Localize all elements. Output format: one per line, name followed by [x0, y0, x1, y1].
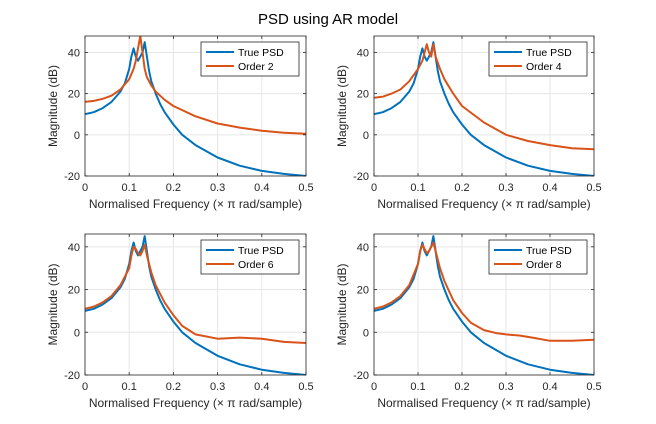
y-axis-label: Magnitude (dB): [335, 65, 349, 147]
y-tick-label: 40: [357, 47, 369, 59]
legend-label: Order 4: [526, 61, 562, 73]
y-tick-label: -20: [64, 370, 80, 382]
y-tick-label: -20: [353, 171, 369, 183]
x-tick-label: 0.4: [254, 182, 269, 194]
x-tick-label: 0.2: [166, 381, 181, 393]
series-line-order-2: [85, 36, 306, 135]
x-tick-label: 0.3: [210, 381, 225, 393]
x-tick-label: 0.1: [410, 182, 425, 194]
legend-label: True PSD: [238, 47, 284, 59]
series-line-order-8: [374, 241, 594, 342]
x-axis-label: Normalised Frequency (× π rad/sample): [377, 197, 590, 211]
axes-box: [373, 233, 595, 376]
x-tick-label: 0.5: [586, 182, 601, 194]
y-tick-label: 0: [363, 327, 369, 339]
legend: True PSD Order 4: [488, 41, 588, 77]
y-tick-label: 20: [357, 89, 369, 101]
series-line-order-6: [85, 243, 306, 344]
legend-label: Order 6: [238, 259, 274, 271]
x-tick-label: 0.4: [254, 381, 269, 393]
legend-label: True PSD: [526, 47, 572, 59]
y-tick-label: 20: [68, 89, 80, 101]
x-tick-label: 0.5: [298, 182, 313, 194]
y-tick-label: -20: [353, 370, 369, 382]
y-tick-label: 0: [363, 130, 369, 142]
y-tick-label: 40: [357, 242, 369, 254]
x-tick-label: 0.5: [586, 381, 601, 393]
legend-box: [200, 41, 300, 77]
x-tick-label: 0.2: [454, 182, 469, 194]
x-tick-label: 0.3: [498, 381, 513, 393]
y-axis-label: Magnitude (dB): [335, 263, 349, 345]
legend-label: Order 2: [238, 61, 274, 73]
legend-box: [488, 239, 588, 275]
x-tick-label: 0.3: [210, 182, 225, 194]
legend: True PSD Order 2: [200, 41, 300, 77]
series-line-order-4: [374, 43, 594, 151]
legend-label: Order 8: [526, 259, 562, 271]
x-tick-label: 0.4: [542, 381, 557, 393]
y-axis-label: Magnitude (dB): [46, 65, 60, 147]
x-tick-label: 0.1: [410, 381, 425, 393]
legend-label: True PSD: [526, 245, 572, 257]
x-tick-label: 0.3: [498, 182, 513, 194]
x-tick-label: 0.2: [454, 381, 469, 393]
x-tick-label: 0.1: [122, 182, 137, 194]
x-tick-label: 0: [82, 381, 88, 393]
x-tick-label: 0.4: [542, 182, 557, 194]
x-tick-label: 0.2: [166, 182, 181, 194]
figure-title: PSD using AR model: [258, 11, 398, 28]
x-tick-label: 0: [371, 182, 377, 194]
y-tick-label: 40: [68, 47, 80, 59]
axes-box: [84, 35, 307, 177]
x-axis-label: Normalised Frequency (× π rad/sample): [377, 396, 590, 410]
legend: True PSD Order 8: [488, 239, 588, 275]
axes-box: [373, 35, 595, 177]
legend-label: True PSD: [238, 245, 284, 257]
axes-box: [84, 233, 307, 376]
y-tick-label: 20: [68, 285, 80, 297]
y-tick-label: 20: [357, 285, 369, 297]
x-tick-label: 0.5: [298, 381, 313, 393]
x-tick-label: 0: [371, 381, 377, 393]
x-axis-label: Normalised Frequency (× π rad/sample): [89, 396, 302, 410]
y-tick-label: -20: [64, 171, 80, 183]
legend-box: [488, 41, 588, 77]
y-axis-label: Magnitude (dB): [46, 263, 60, 345]
legend: True PSD Order 6: [200, 239, 300, 275]
y-tick-label: 0: [74, 130, 80, 142]
y-tick-label: 40: [68, 242, 80, 254]
x-axis-label: Normalised Frequency (× π rad/sample): [89, 197, 302, 211]
x-tick-label: 0: [82, 182, 88, 194]
x-tick-label: 0.1: [122, 381, 137, 393]
legend-box: [200, 239, 300, 275]
y-tick-label: 0: [74, 327, 80, 339]
